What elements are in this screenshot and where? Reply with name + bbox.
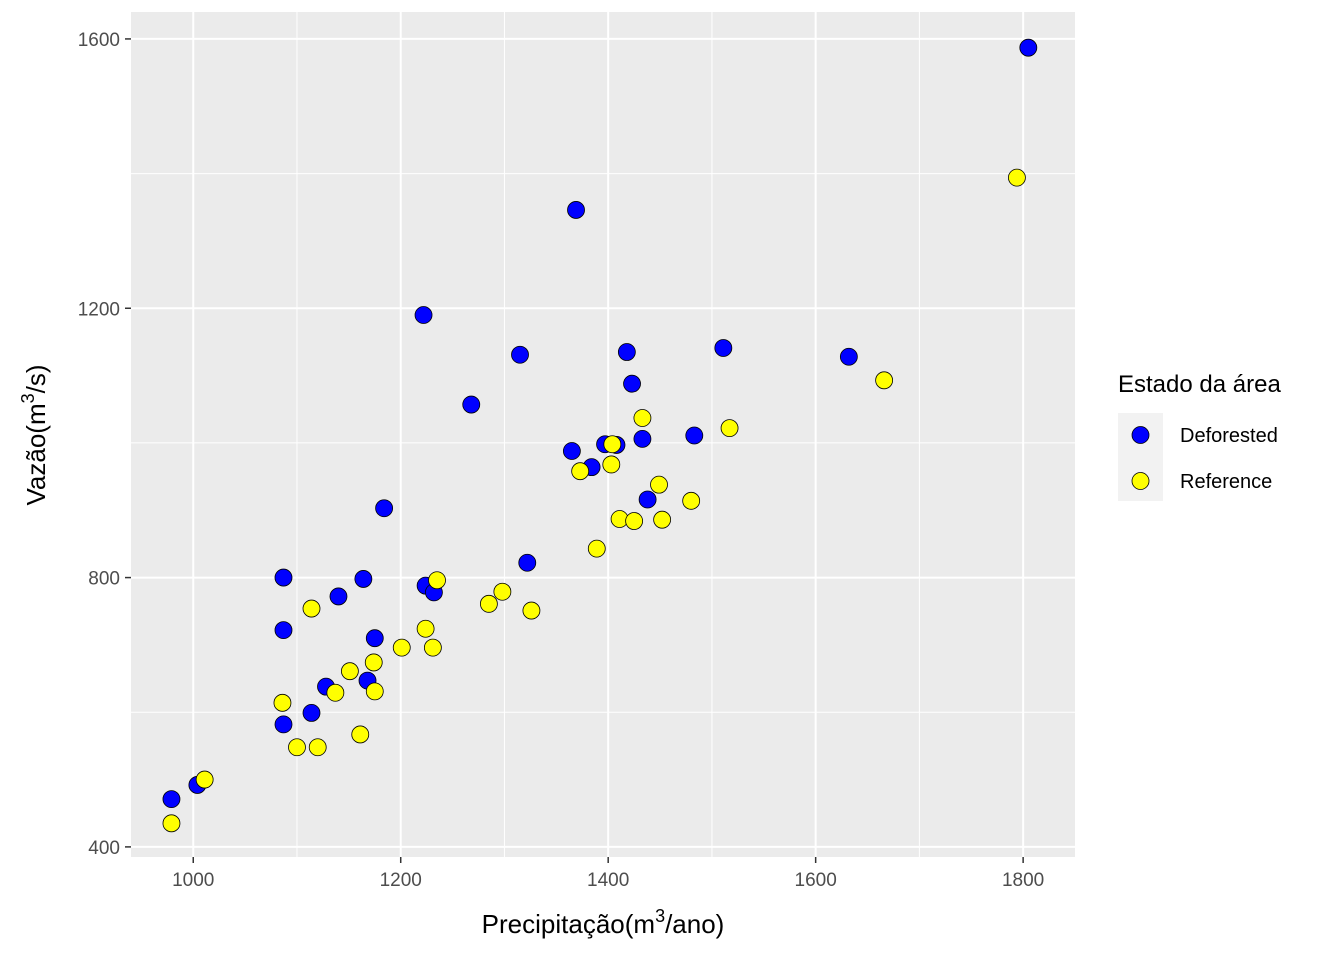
- x-tick-label: 1600: [795, 870, 837, 891]
- data-point-reference: [653, 510, 672, 529]
- data-point-reference: [416, 619, 435, 638]
- data-point-deforested: [714, 339, 733, 357]
- legend: Estado da área Deforested Reference: [1118, 371, 1281, 501]
- y-tick-label: 1200: [78, 299, 120, 320]
- axis-ticks: [125, 38, 1024, 863]
- legend-items: Deforested Reference: [1131, 425, 1278, 493]
- data-point-reference: [326, 683, 345, 702]
- data-point-deforested: [638, 490, 657, 509]
- data-point-reference: [493, 582, 512, 601]
- data-point-reference: [603, 435, 622, 454]
- legend-label-reference: Reference: [1180, 471, 1272, 493]
- data-point-reference: [162, 814, 181, 833]
- data-point-deforested: [562, 442, 581, 460]
- data-point-reference: [423, 638, 442, 657]
- data-point-reference: [273, 693, 292, 712]
- data-point-deforested: [274, 621, 293, 639]
- data-point-deforested: [633, 429, 652, 448]
- data-point-reference: [625, 512, 644, 530]
- y-tick-label: 1600: [78, 30, 120, 51]
- y-axis-title: Vazão(m3/s): [18, 364, 51, 505]
- data-point-reference: [875, 371, 894, 390]
- data-point-deforested: [354, 570, 373, 588]
- data-point-reference: [633, 409, 652, 427]
- data-point-reference: [479, 594, 498, 613]
- data-point-reference: [571, 462, 590, 481]
- data-point-deforested: [462, 395, 481, 414]
- legend-label-deforested: Deforested: [1180, 425, 1278, 447]
- data-point-deforested: [1019, 38, 1038, 57]
- data-point-reference: [522, 601, 541, 620]
- y-tick-label: 400: [88, 838, 120, 859]
- data-point-deforested: [567, 201, 585, 219]
- data-point-deforested: [375, 499, 394, 518]
- data-point-deforested: [162, 790, 181, 808]
- data-point-deforested: [329, 587, 348, 606]
- data-point-deforested: [839, 347, 858, 366]
- y-tick-label: 800: [88, 569, 120, 590]
- legend-title: Estado da área: [1118, 371, 1281, 398]
- x-axis-title: Precipitação(m3/ano): [482, 906, 725, 939]
- x-tick-label: 1200: [380, 870, 422, 891]
- data-point-reference: [428, 571, 446, 590]
- tick-labels: 1000 1200 1400 1600 1800 400 800 1200 1600: [78, 30, 1045, 891]
- data-point-deforested: [617, 343, 636, 361]
- data-point-reference: [288, 738, 306, 757]
- data-point-reference: [302, 599, 321, 618]
- data-point-reference: [364, 653, 383, 672]
- data-point-reference: [682, 491, 701, 510]
- data-point-deforested: [623, 374, 641, 393]
- data-point-reference: [650, 475, 668, 494]
- data-point-reference: [351, 725, 370, 744]
- data-point-reference: [602, 455, 621, 474]
- data-point-reference: [195, 770, 214, 789]
- data-point-reference: [340, 662, 359, 681]
- x-tick-label: 1400: [587, 870, 629, 891]
- data-point-deforested: [365, 629, 384, 648]
- data-point-deforested: [274, 715, 293, 734]
- data-point-reference: [720, 419, 739, 438]
- data-point-reference: [365, 682, 384, 701]
- data-point-deforested: [518, 553, 537, 572]
- data-point-deforested: [302, 704, 321, 722]
- legend-key-reference: [1131, 472, 1150, 490]
- plot-panel: [131, 12, 1075, 857]
- data-point-deforested: [414, 306, 433, 324]
- x-tick-label: 1800: [1002, 870, 1044, 891]
- data-point-reference: [392, 638, 411, 657]
- data-point-deforested: [685, 426, 704, 445]
- legend-key-deforested: [1131, 426, 1150, 444]
- data-point-reference: [587, 539, 606, 558]
- data-point-reference: [1008, 168, 1026, 187]
- data-point-deforested: [511, 345, 529, 364]
- data-point-deforested: [274, 568, 293, 587]
- x-tick-label: 1000: [172, 870, 214, 891]
- data-point-reference: [308, 738, 327, 757]
- data-points: [162, 38, 1038, 833]
